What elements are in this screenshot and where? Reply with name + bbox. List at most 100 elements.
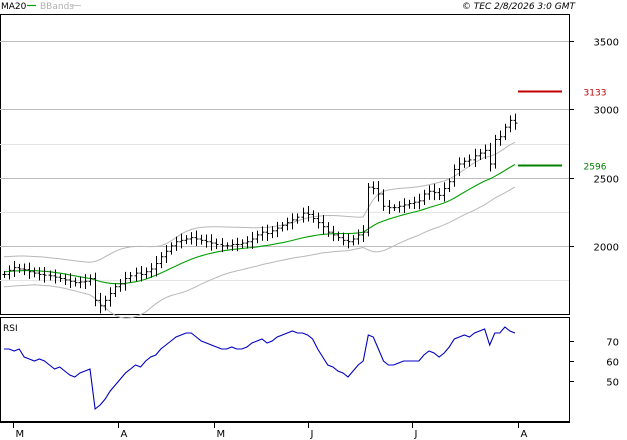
price-bar <box>381 189 386 211</box>
price-bar <box>488 142 493 172</box>
price-bar <box>58 273 63 282</box>
month-tick-label: A <box>521 429 528 440</box>
price-bar <box>478 148 483 161</box>
price-bar <box>139 266 144 282</box>
price-bar <box>12 260 17 278</box>
price-bar <box>447 178 452 192</box>
price-bar <box>260 226 265 241</box>
month-tick-label: M <box>217 429 226 440</box>
bband-lower <box>3 186 516 319</box>
price-tick-label: 2500 <box>594 175 619 186</box>
price-bar <box>376 181 381 202</box>
rsi-axis: 50 60 70 <box>569 338 619 389</box>
legend-ma20-label: MA20 <box>1 2 27 12</box>
price-bar <box>392 204 397 212</box>
price-bar <box>437 188 442 200</box>
price-bar <box>103 295 108 311</box>
month-tick-label: M <box>16 429 25 440</box>
price-bar <box>48 270 53 281</box>
price-bar <box>407 199 412 209</box>
price-bar <box>316 212 321 229</box>
price-bar <box>27 262 32 279</box>
price-bar <box>387 200 392 214</box>
price-bar <box>356 229 361 245</box>
price-bar <box>235 237 240 252</box>
price-bar <box>179 233 184 249</box>
price-bar <box>68 273 73 288</box>
price-bar <box>22 263 27 276</box>
price-bar <box>417 193 422 210</box>
resistance-label: 3133 <box>584 89 607 99</box>
price-bar <box>123 271 128 291</box>
timestamp-label: © TEC 2/8/2026 3:0 GMT <box>462 2 577 12</box>
price-bar <box>452 164 457 187</box>
price-bar <box>2 271 7 278</box>
price-bar <box>270 226 275 239</box>
price-bar <box>457 157 462 177</box>
price-bar <box>225 242 230 250</box>
price-bar <box>346 233 351 249</box>
price-bar <box>230 239 235 251</box>
rsi-line <box>4 326 516 411</box>
price-bar <box>513 113 518 130</box>
price-bar <box>7 265 12 280</box>
price-bar <box>361 225 366 242</box>
price-tick-label: 2000 <box>594 243 619 254</box>
price-tick-label: 3000 <box>594 106 619 117</box>
price-bar <box>290 213 295 230</box>
price-bar <box>88 274 93 286</box>
price-bar <box>326 222 331 237</box>
price-bar <box>149 263 154 278</box>
month-tick-label: J <box>310 429 314 440</box>
price-bar <box>255 230 260 244</box>
price-bar <box>240 239 245 249</box>
price-bar <box>108 287 113 307</box>
price-levels: 3133 2596 <box>518 89 607 173</box>
rsi-panel-frame <box>0 317 570 422</box>
price-bar <box>412 196 417 209</box>
price-bar <box>214 238 219 250</box>
support-label: 2596 <box>584 163 607 173</box>
price-bar <box>63 273 68 285</box>
legend-bbands-label: BBands <box>40 2 74 12</box>
price-bar <box>37 267 42 281</box>
price-bar <box>336 231 341 242</box>
price-bar <box>93 272 98 307</box>
price-bar <box>397 201 402 213</box>
price-bar <box>209 234 214 251</box>
price-bar <box>427 185 432 200</box>
price-bar <box>53 269 58 284</box>
price-bar <box>473 148 478 167</box>
price-bar <box>442 182 447 202</box>
price-bar <box>169 242 174 255</box>
price-bar <box>78 276 83 289</box>
price-bar <box>265 224 270 242</box>
ma20-line <box>3 164 516 285</box>
price-bar <box>134 267 139 282</box>
price-bar <box>280 221 285 232</box>
price-bar <box>285 217 290 231</box>
price-bar <box>42 266 47 283</box>
price-bar <box>371 181 376 195</box>
price-bar <box>189 232 194 245</box>
price-bar <box>154 256 159 277</box>
price-bar <box>73 277 78 287</box>
ma20-path <box>3 164 516 285</box>
price-bar <box>204 234 209 248</box>
rsi-path <box>4 326 516 411</box>
price-bar <box>493 134 498 169</box>
bollinger-bands <box>3 141 516 319</box>
price-bars <box>2 113 518 314</box>
price-bar <box>184 235 189 245</box>
price-bar <box>432 183 437 201</box>
price-bar <box>508 115 513 133</box>
price-bar <box>159 252 164 269</box>
price-bar <box>164 245 169 263</box>
price-axis: 2000 2500 3000 3500 <box>569 38 619 254</box>
price-grid <box>0 41 569 281</box>
price-bar <box>503 123 508 141</box>
price-bar <box>17 263 22 273</box>
price-bar <box>402 198 407 213</box>
price-bar <box>483 144 488 159</box>
